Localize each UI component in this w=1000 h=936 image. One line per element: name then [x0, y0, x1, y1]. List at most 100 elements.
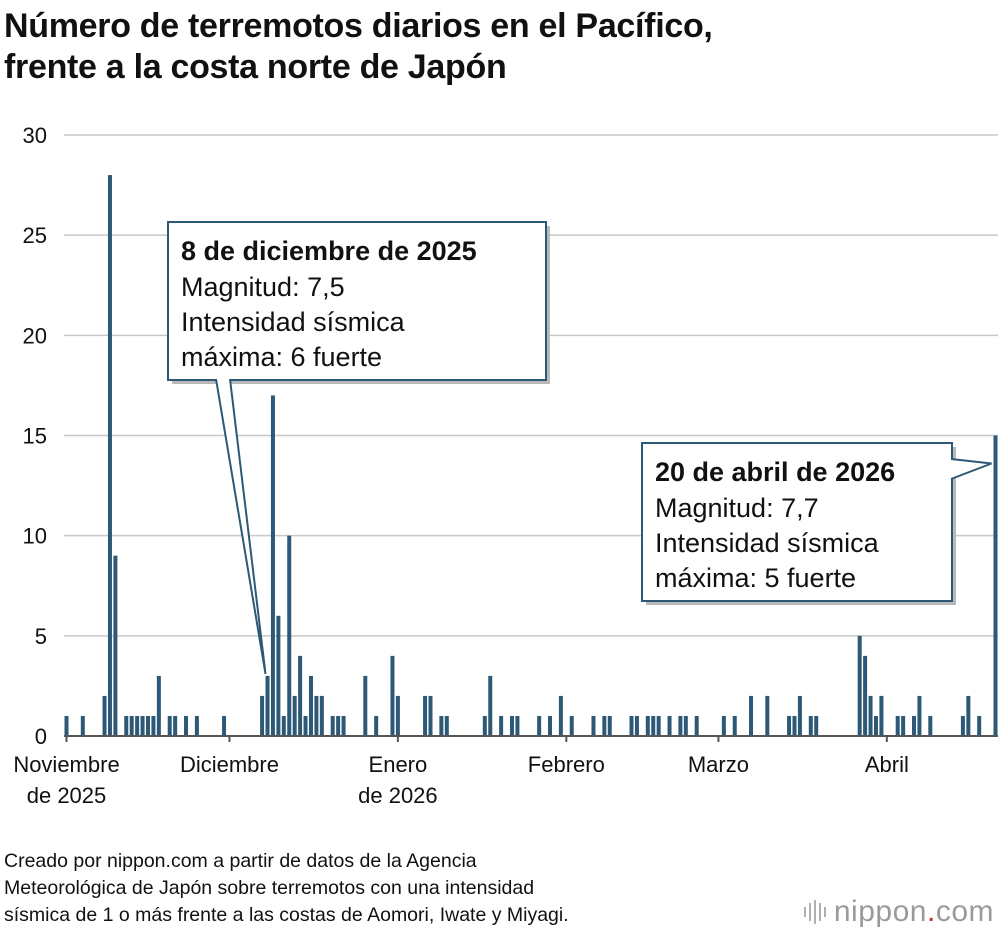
callout-1-line-1: Intensidad sísmica [655, 528, 880, 558]
bar-day-46 [314, 695, 319, 736]
bar-day-171 [993, 435, 998, 736]
bar-day-91 [558, 695, 563, 736]
bar-day-69 [439, 715, 444, 736]
bar-day-109 [656, 715, 661, 736]
bar-day-67 [428, 695, 433, 736]
bar-day-17 [156, 675, 161, 736]
bar-day-116 [694, 715, 699, 736]
bar-day-29 [222, 715, 227, 736]
bar-day-83 [515, 715, 520, 736]
bar-day-57 [374, 715, 379, 736]
y-tick-label-15: 15 [23, 424, 47, 449]
bar-day-93 [569, 715, 574, 736]
logo-main: nippon [833, 895, 927, 928]
bar-day-24 [194, 715, 199, 736]
bar-day-39 [276, 615, 281, 736]
bar-day-20 [173, 715, 178, 736]
bar-day-134 [792, 715, 797, 736]
bar-day-80 [499, 715, 504, 736]
x-tick-label-4-0: Marzo [688, 752, 749, 777]
bar-day-99 [602, 715, 607, 736]
bar-day-105 [634, 715, 639, 736]
bar-day-50 [336, 715, 341, 736]
bar-day-15 [145, 715, 150, 736]
callout-1-line-0: Magnitud: 7,7 [655, 493, 819, 523]
axis-layer: 0 5 10 15 20 25 30 Noviembre de 2025 Diciembre Ene… [13, 123, 998, 808]
bar-day-159 [928, 715, 933, 736]
bar-day-43 [298, 655, 303, 736]
logo-bars-icon [803, 900, 826, 924]
bar-day-108 [651, 715, 656, 736]
bar-day-133 [787, 715, 792, 736]
bar-day-153 [895, 715, 900, 736]
bar-day-87 [537, 715, 542, 736]
bar-day-78 [488, 675, 493, 736]
bar-day-149 [873, 715, 878, 736]
bar-day-154 [901, 715, 906, 736]
bar-day-22 [184, 715, 189, 736]
callout-1-tail [950, 458, 992, 480]
source-note-line-2: Meteorológica de Japón sobre terremotos … [4, 877, 535, 899]
callout-0-box [167, 221, 547, 381]
bar-day-107 [645, 715, 650, 736]
bar-day-14 [140, 715, 145, 736]
logo-suffix: com [935, 895, 994, 928]
callout-0: 8 de diciembre de 2025 Magnitud: 7,5 Inten… [167, 221, 550, 675]
bar-day-126 [749, 695, 754, 736]
bar-day-60 [390, 655, 395, 736]
bar-day-3 [80, 715, 85, 736]
bar-day-36 [260, 695, 265, 736]
logo-text: nippon.com [834, 895, 994, 929]
bar-day-148 [868, 695, 873, 736]
x-tick-label-3-0: Febrero [528, 752, 605, 777]
x-tick-label-1-0: Diciembre [180, 752, 279, 777]
bar-day-7 [102, 695, 107, 736]
bar-day-77 [482, 715, 487, 736]
callout-1-heading: 20 de abril de 2026 [655, 457, 895, 487]
y-tick-label-25: 25 [23, 223, 47, 248]
bar-day-111 [667, 715, 672, 736]
bar-day-129 [765, 695, 770, 736]
bar-day-13 [135, 715, 140, 736]
bar-day-121 [721, 715, 726, 736]
bar-day-123 [732, 715, 737, 736]
bar-day-146 [857, 635, 862, 736]
callout-0-line-2: máxima: 6 fuerte [181, 342, 382, 372]
bar-day-97 [591, 715, 596, 736]
chart-title-line-1: Número de terremotos diarios en el Pacíf… [4, 7, 713, 45]
bar-day-70 [444, 715, 449, 736]
bar-day-16 [151, 715, 156, 736]
bar-day-82 [509, 715, 514, 736]
bar-day-12 [129, 715, 134, 736]
bar-day-157 [917, 695, 922, 736]
bar-day-100 [607, 715, 612, 736]
callout-0-line-0: Magnitud: 7,5 [181, 272, 345, 302]
bar-day-8 [107, 175, 112, 736]
bar-day-51 [341, 715, 346, 736]
bar-day-49 [330, 715, 335, 736]
bar-layer [64, 175, 998, 736]
bar-day-37 [265, 675, 270, 736]
bar-day-11 [124, 715, 129, 736]
x-tick-label-0-1: de 2025 [27, 783, 107, 808]
bar-day-0 [64, 715, 69, 736]
bar-day-41 [287, 535, 292, 736]
bar-day-113 [678, 715, 683, 736]
bar-day-38 [270, 395, 275, 736]
callout-1-tail-fill [951, 459, 992, 479]
bar-day-47 [319, 695, 324, 736]
callout-0-tail [215, 378, 267, 675]
x-tick-label-2-0: Enero [369, 752, 428, 777]
bar-day-19 [167, 715, 172, 736]
callout-1-line-2: máxima: 5 fuerte [655, 563, 856, 593]
chart-title-line-2: frente a la costa norte de Japón [4, 48, 507, 86]
y-tick-label-30: 30 [23, 123, 47, 148]
source-note-line-3: sísmica de 1 o más frente a las costas d… [4, 904, 569, 926]
y-tick-label-20: 20 [23, 323, 47, 348]
bar-day-165 [960, 715, 965, 736]
bar-day-61 [395, 695, 400, 736]
x-tick-label-2-1: de 2026 [358, 783, 438, 808]
bar-day-168 [977, 715, 982, 736]
callout-1: 20 de abril de 2026 Magnitud: 7,7 Intensid… [641, 442, 992, 605]
x-tick-label-5-0: Abril [865, 752, 909, 777]
